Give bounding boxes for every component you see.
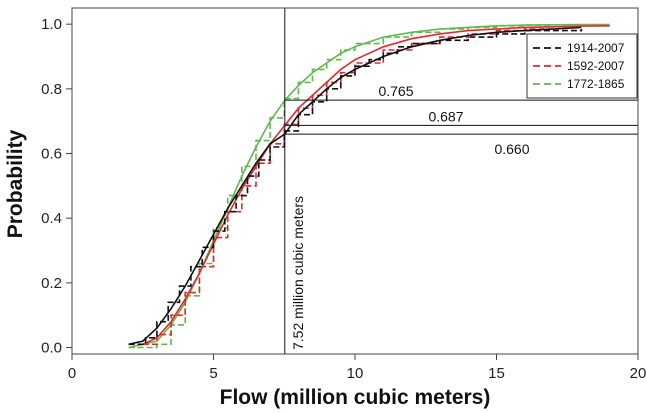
legend-label: 1592-2007	[567, 59, 625, 73]
y-tick-label: 0.2	[41, 275, 62, 292]
reference-horizontal-label: 0.687	[428, 108, 463, 124]
legend-label: 1772-1865	[567, 77, 625, 91]
y-tick-label: 0.6	[41, 146, 62, 163]
y-tick-label: 0.0	[41, 340, 62, 357]
reference-horizontal-label: 0.765	[378, 83, 413, 99]
x-tick-label: 20	[630, 365, 646, 382]
x-tick-label: 10	[347, 365, 364, 382]
legend-box	[526, 33, 638, 99]
empirical-1914-2007	[128, 29, 583, 346]
empirical-1592-2007	[142, 27, 554, 346]
x-tick-label: 15	[488, 365, 505, 382]
reference-horizontal-label: 0.660	[494, 141, 529, 157]
reference-vertical-label: 7.52 million cubic meters	[290, 196, 306, 350]
fitted-1592-2007	[142, 25, 610, 346]
x-axis-title: Flow (million cubic meters)	[220, 386, 491, 409]
x-tick-label: 5	[209, 365, 217, 382]
y-tick-label: 1.0	[41, 16, 62, 33]
empirical-1772-1865	[128, 24, 554, 349]
fitted-1914-2007	[128, 26, 582, 346]
y-tick-label: 0.8	[41, 81, 62, 98]
y-axis-title: Probability	[4, 129, 27, 238]
axes: 0 5 10 15 20 0.0 0.2 0.4 0.6 0.8 1.0	[41, 7, 646, 382]
plot-area: 7.52 million cubic meters 0.765 0.687 0.660	[128, 8, 638, 354]
legend-label: 1914-2007	[567, 41, 625, 55]
y-tick-label: 0.4	[41, 210, 62, 227]
x-tick-label: 0	[68, 365, 76, 382]
legend: 1914-2007 1592-2007 1772-1865	[526, 33, 638, 99]
